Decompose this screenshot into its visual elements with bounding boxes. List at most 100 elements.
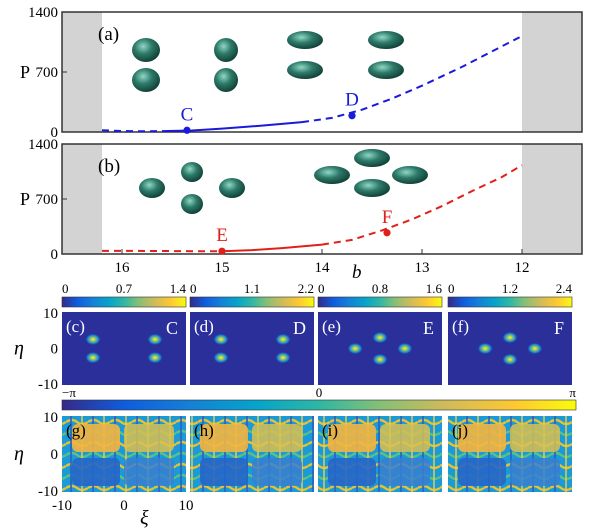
colorbar-tick-label: 0.8	[372, 281, 388, 296]
phase-domain	[252, 424, 302, 452]
soliton-shape	[392, 166, 428, 184]
colorbar-tick-label: 0	[190, 281, 197, 296]
phase-domain	[458, 424, 506, 452]
panel-tag: D	[293, 318, 306, 338]
density-peak	[147, 351, 163, 364]
colorbar-tick-label: 1.2	[502, 281, 518, 296]
y-axis-label: P	[20, 189, 30, 209]
phase-domain	[252, 458, 302, 486]
x-axis-label: b	[352, 262, 362, 283]
point-label: E	[216, 225, 228, 246]
panel-label: (b)	[98, 156, 120, 177]
density-peak	[372, 353, 388, 366]
phase-domain	[200, 458, 248, 486]
colorbar	[447, 296, 573, 308]
x-tick-label: 12	[515, 260, 530, 276]
panel-label: (f)	[452, 317, 469, 336]
y-tick-label: -10	[38, 484, 58, 500]
density-map	[190, 312, 314, 385]
y-tick-label: 700	[36, 65, 59, 81]
panel-label: (a)	[98, 24, 119, 45]
phase-colorbar-tick-label: −π	[62, 385, 76, 400]
panel-label: (h)	[194, 421, 214, 440]
density-peak	[396, 342, 413, 355]
density-peak	[502, 331, 518, 344]
y-tick-label: 0	[51, 342, 59, 358]
soliton-shape	[354, 149, 390, 167]
series-line-dashed	[321, 164, 523, 246]
density-peak	[477, 342, 494, 355]
y-tick-label: 0	[51, 247, 59, 263]
y-tick-label: 1400	[28, 5, 58, 21]
soliton-shape	[287, 31, 323, 49]
soliton-shape	[132, 68, 160, 92]
density-peak	[147, 333, 163, 346]
y-tick-label: -10	[38, 377, 58, 393]
panel-tag: E	[423, 318, 434, 338]
phase-domain	[510, 458, 560, 486]
phase-domain	[458, 458, 506, 486]
y-tick-label: 1400	[28, 137, 58, 153]
shaded-region	[522, 144, 582, 254]
y-tick-label: 10	[43, 410, 58, 426]
soliton-shape	[219, 178, 245, 198]
x-axis-label: ξ	[140, 507, 149, 529]
series-line-dashed	[101, 129, 163, 133]
colorbar-tick-label: 2.4	[556, 281, 573, 296]
phase-domain	[510, 424, 560, 452]
colorbar-tick-label: 1.6	[426, 281, 443, 296]
panel-label: (g)	[66, 421, 86, 440]
phase-domain	[380, 424, 430, 452]
colorbar-tick-label: 0	[318, 281, 325, 296]
y-tick-label: 0	[51, 125, 59, 141]
density-peak	[502, 353, 518, 366]
x-tick-label: 0	[120, 498, 128, 514]
marker-point	[218, 247, 226, 255]
colorbar-tick-label: 0	[448, 281, 455, 296]
soliton-shape	[354, 179, 390, 197]
colorbar-tick-label: 2.2	[298, 281, 314, 296]
panel-tag: F	[554, 318, 564, 338]
chart-layer: 0 700 1400 P (a) C D 0 700 1400 P (b) 16 15 14 13 12 b E F 0…	[14, 5, 583, 529]
phase-domain	[124, 458, 174, 486]
colorbar	[317, 296, 443, 308]
density-peak	[85, 351, 101, 364]
panel-label: (i)	[322, 421, 338, 440]
point-label: F	[382, 207, 393, 228]
density-peak	[85, 333, 101, 346]
x-tick-label: -10	[52, 498, 72, 514]
phase-domain	[72, 458, 120, 486]
phase-colorbar-tick-label: π	[569, 385, 576, 400]
phase-colorbar-tick-label: 0	[316, 385, 323, 400]
series-line-solid	[221, 243, 323, 253]
phase-domain	[124, 424, 174, 452]
density-peak	[275, 351, 291, 364]
y-tick-label: 0	[51, 447, 59, 463]
soliton-shape	[368, 61, 404, 79]
panel-label: (c)	[66, 317, 85, 336]
soliton-shape	[287, 61, 323, 79]
y-tick-label: 10	[43, 306, 58, 322]
phase-domain	[328, 424, 376, 452]
phase-domain	[200, 424, 248, 452]
phase-colorbar	[61, 399, 577, 411]
soliton-shape	[214, 38, 238, 62]
plot-frame	[61, 143, 583, 255]
soliton-shape	[314, 166, 350, 184]
point-label: D	[345, 90, 359, 111]
panel-label: (e)	[322, 317, 341, 336]
y-axis-label: η	[14, 338, 24, 360]
x-tick-label: 15	[215, 260, 230, 276]
y-tick-label: 700	[36, 192, 59, 208]
colorbar-tick-label: 0	[62, 281, 69, 296]
density-peak	[372, 331, 388, 344]
soliton-shape	[181, 194, 203, 214]
marker-point	[183, 126, 191, 134]
colorbar-tick-label: 1.1	[244, 281, 260, 296]
soliton-shape	[132, 38, 160, 62]
point-label: C	[181, 104, 194, 125]
x-tick-label: 13	[415, 260, 430, 276]
series-line-solid	[161, 121, 303, 133]
density-map	[62, 312, 186, 385]
